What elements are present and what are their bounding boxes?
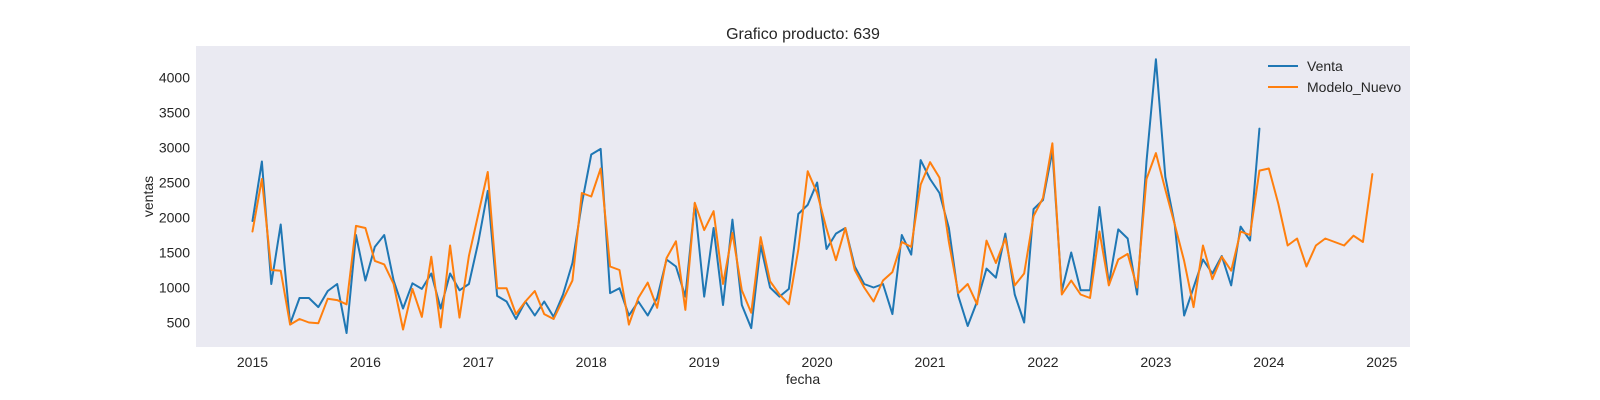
y-tick-label: 2000 (159, 210, 190, 226)
plot-area (196, 46, 1410, 347)
y-tick-label: 500 (167, 315, 191, 331)
x-tick-label: 2016 (350, 354, 381, 370)
x-tick-label: 2015 (237, 354, 268, 370)
x-tick-label: 2019 (689, 354, 720, 370)
series-layer (251, 58, 1374, 334)
y-tick-label: 3000 (159, 140, 190, 156)
x-tick-label: 2023 (1140, 354, 1171, 370)
series-line-venta (251, 58, 1261, 334)
y-tick-label: 1000 (159, 280, 190, 296)
x-tick-label: 2018 (576, 354, 607, 370)
chart-title: Grafico producto: 639 (726, 26, 880, 43)
x-axis-label: fecha (786, 371, 820, 387)
x-tick-label: 2017 (463, 354, 494, 370)
y-tick-label: 2500 (159, 175, 190, 191)
y-tick-label: 4000 (159, 70, 190, 86)
y-axis-label: ventas (140, 176, 156, 217)
series-line-modelo-nuevo (251, 142, 1374, 331)
legend: Venta Modelo_Nuevo (1268, 58, 1401, 95)
legend-label: Modelo_Nuevo (1307, 79, 1401, 95)
legend-label: Venta (1307, 58, 1343, 74)
y-tick-label: 1500 (159, 245, 190, 261)
x-tick-label: 2021 (914, 354, 945, 370)
x-tick-label: 2025 (1366, 354, 1397, 370)
x-axis: 2015 2016 2017 2018 2019 2020 2021 2022 2023 2024… (237, 354, 1398, 370)
x-tick-label: 2024 (1253, 354, 1284, 370)
x-tick-label: 2020 (802, 354, 833, 370)
y-tick-label: 3500 (159, 105, 190, 121)
x-tick-label: 2022 (1027, 354, 1058, 370)
y-axis: 500 1000 1500 2000 2500 3000 3500 4000 (159, 70, 190, 331)
